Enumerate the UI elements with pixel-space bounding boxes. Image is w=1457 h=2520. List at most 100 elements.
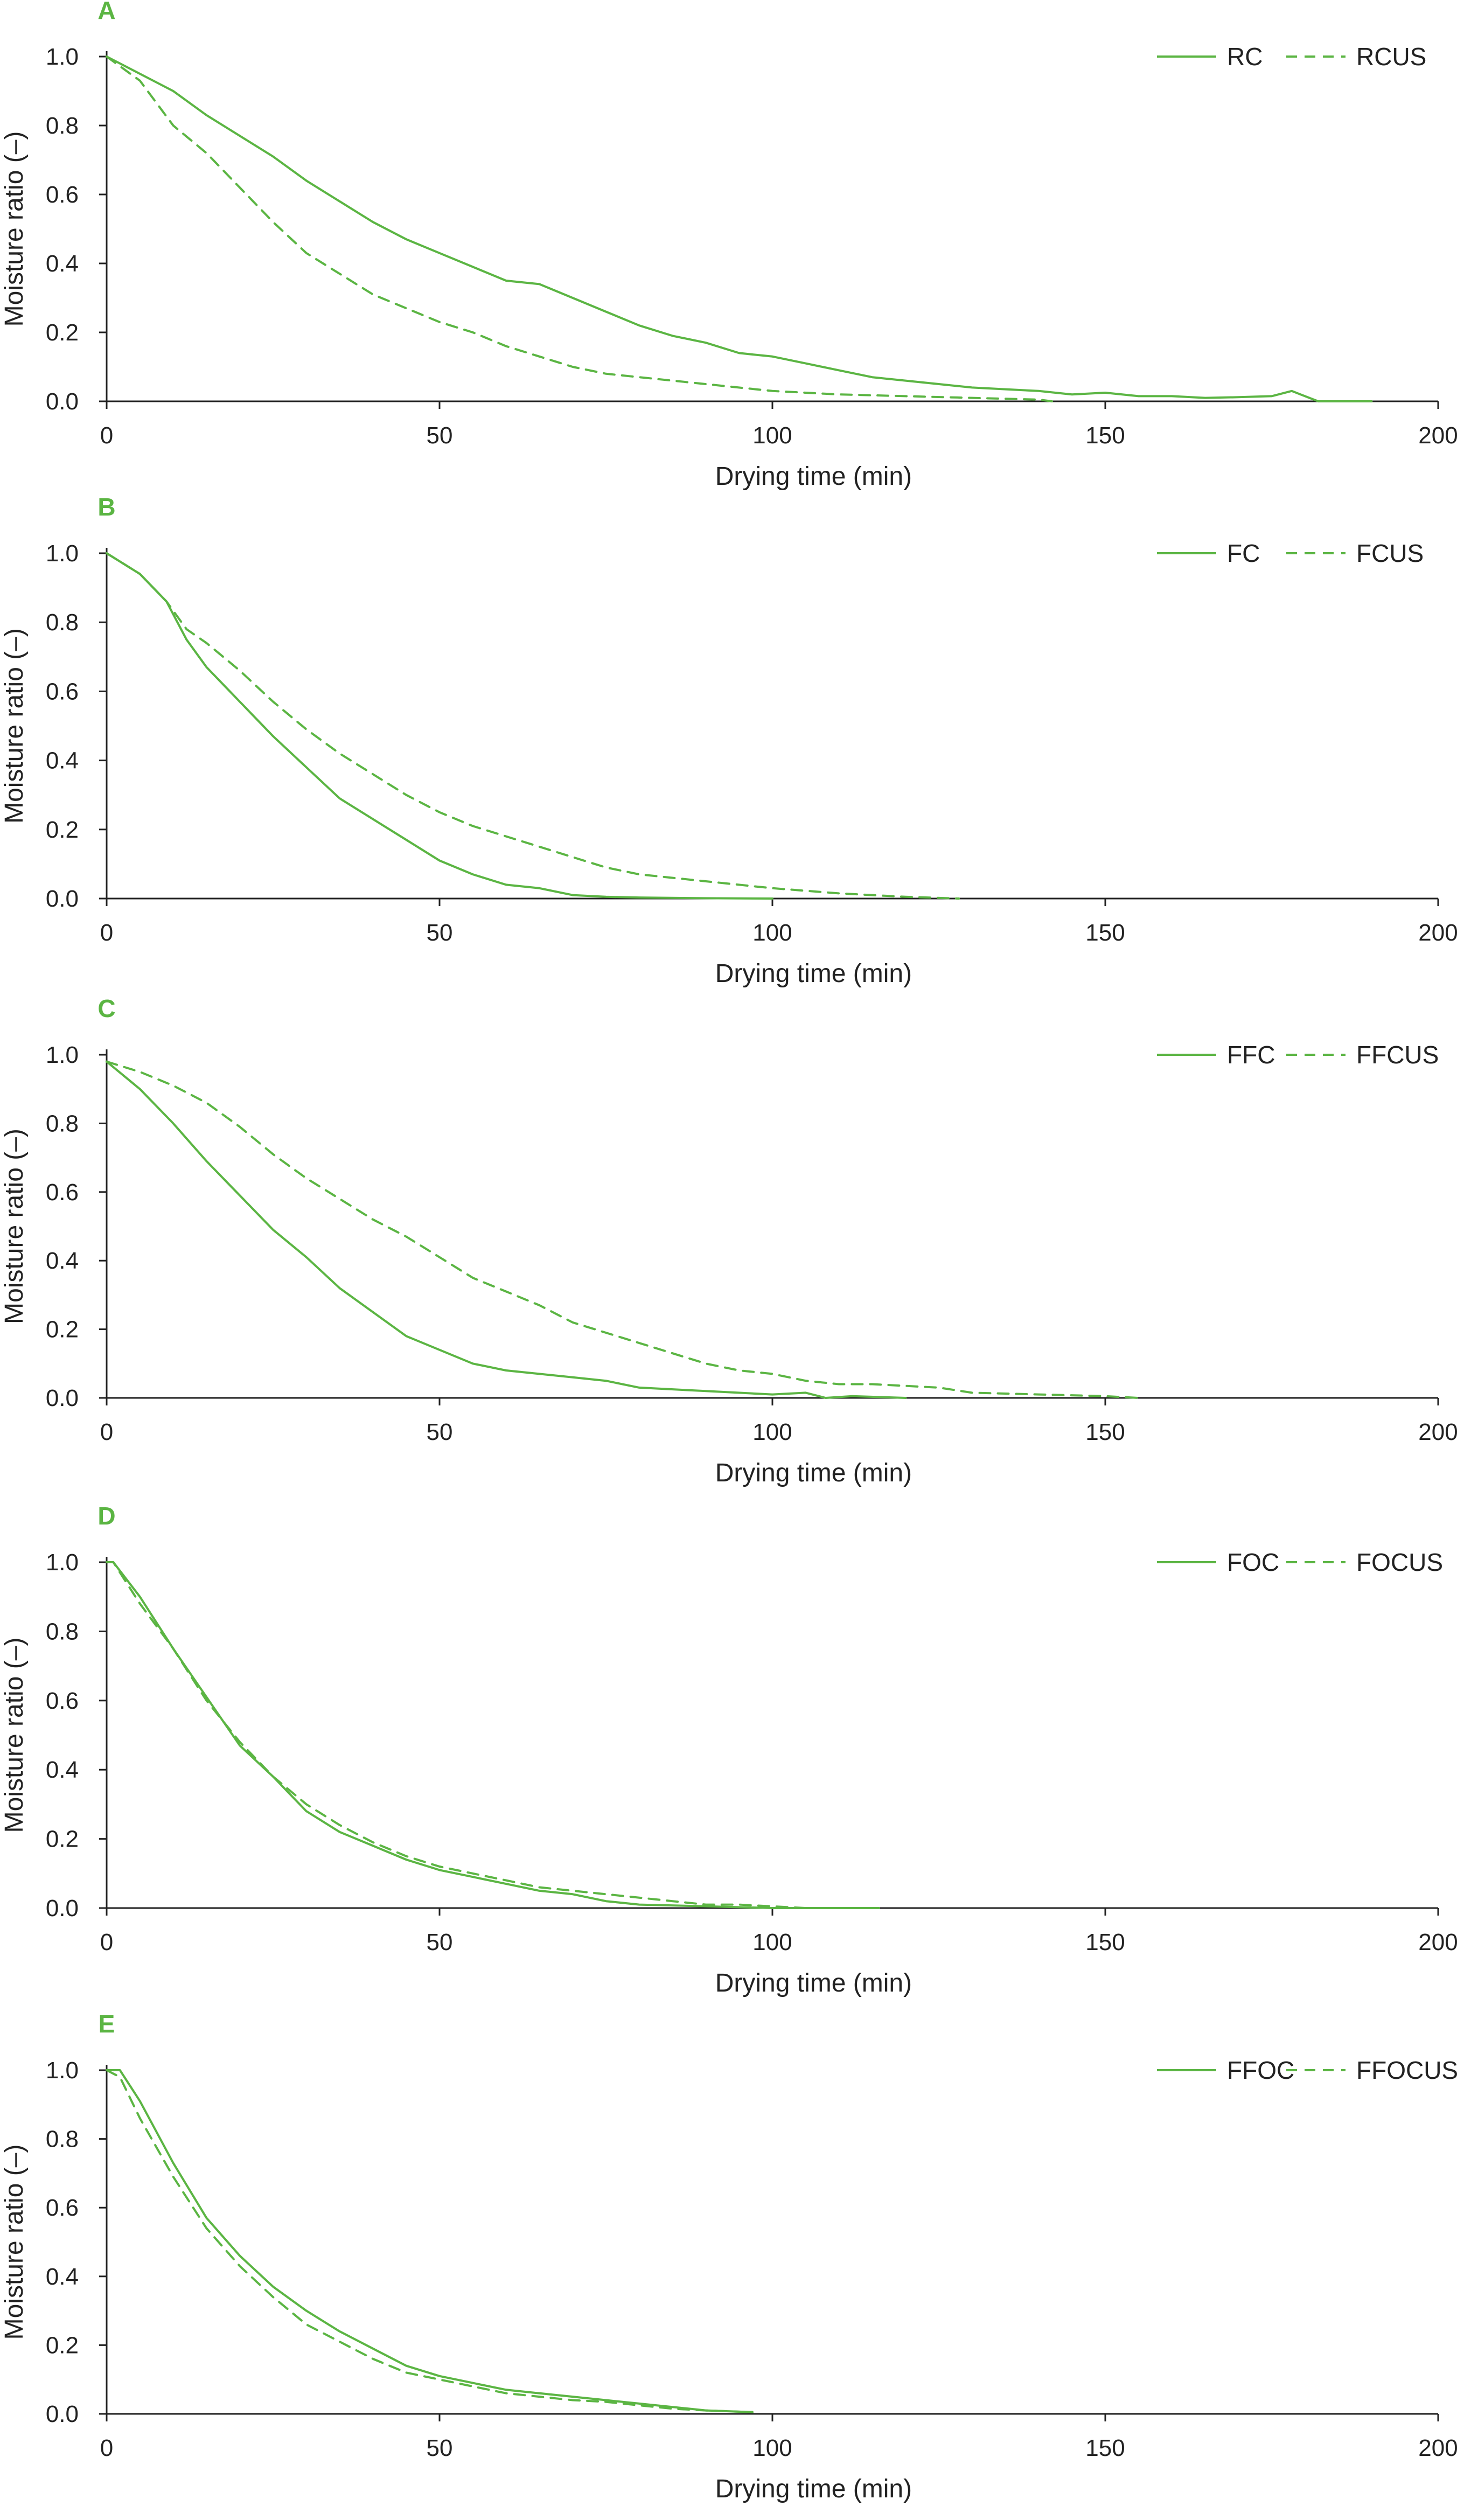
y-tick-label: 0.4: [46, 1757, 79, 1783]
panel-b: B 0 50 100 150 200 0.0 0.2 0.4 0.6 0.8 1.0 Drying ti…: [0, 493, 1457, 988]
x-tick-label: 0: [100, 2435, 113, 2461]
y-tick-label: 0.2: [46, 817, 79, 843]
y-tick-label: 0.2: [46, 1826, 79, 1853]
panel-e: E 0 50 100 150 200 0.0 0.2 0.4 0.6 0.8 1.0 Drying ti…: [0, 2010, 1457, 2503]
y-tick-label: 0.6: [46, 1179, 79, 1206]
y-tick-label: 1.0: [46, 1549, 79, 1576]
x-tick-label: 150: [1085, 422, 1125, 449]
x-tick-label: 50: [427, 1419, 453, 1445]
y-tick-label: 0.4: [46, 2264, 79, 2290]
legend-label: FC: [1227, 539, 1260, 567]
legend: RC RCUS: [1157, 43, 1426, 71]
x-axis-label: Drying time (min): [715, 2475, 912, 2503]
x-tick-label: 200: [1418, 1419, 1457, 1445]
x-tick-label: 50: [427, 1929, 453, 1955]
y-tick-label: 0.0: [46, 2401, 79, 2427]
legend: FOC FOCUS: [1157, 1548, 1443, 1576]
panel-letter: D: [97, 1502, 115, 1530]
y-tick-label: 0.0: [46, 886, 79, 912]
x-axis-label: Drying time (min): [715, 1459, 912, 1487]
panel-d: D 0 50 100 150 200 0.0 0.2 0.4 0.6 0.8 1.0 Drying ti…: [0, 1502, 1457, 1997]
y-tick-label: 1.0: [46, 1042, 79, 1068]
x-tick-label: 150: [1085, 2435, 1125, 2461]
y-axis-label: Moisture ratio (–): [0, 131, 29, 327]
x-tick-label: 50: [427, 2435, 453, 2461]
legend-label: RC: [1227, 43, 1263, 71]
x-axis-label: Drying time (min): [715, 462, 912, 491]
y-tick-label: 0.2: [46, 2332, 79, 2358]
panel-letter: E: [99, 2010, 115, 2038]
y-tick-label: 1.0: [46, 540, 79, 567]
panel-letter: C: [97, 994, 115, 1022]
y-tick-label: 0.8: [46, 1618, 79, 1645]
y-tick-label: 0.4: [46, 1248, 79, 1274]
legend: FFOC FFOCUS: [1157, 2056, 1457, 2084]
series-line-focus: [106, 1561, 807, 1909]
panel-c: C 0 50 100 150 200 0.0 0.2 0.4 0.6 0.8 1.0 Drying ti…: [0, 994, 1457, 1487]
y-tick-label: 0.0: [46, 1895, 79, 1922]
y-tick-label: 1.0: [46, 44, 79, 70]
y-tick-label: 0.6: [46, 182, 79, 208]
y-tick-label: 0.6: [46, 2195, 79, 2221]
y-tick-label: 0.8: [46, 609, 79, 636]
x-tick-label: 150: [1085, 1419, 1125, 1445]
x-tick-label: 0: [100, 422, 113, 449]
panel-letter: A: [97, 0, 115, 24]
y-tick-label: 0.8: [46, 2126, 79, 2153]
legend-label: FFCUS: [1356, 1041, 1439, 1069]
y-axis-label: Moisture ratio (–): [0, 2145, 29, 2340]
y-tick-label: 1.0: [46, 2057, 79, 2084]
series-line-rc: [106, 55, 1373, 402]
x-tick-label: 50: [427, 422, 453, 449]
x-tick-label: 0: [100, 920, 113, 946]
series-line-ffcus: [106, 1060, 1140, 1399]
x-tick-label: 0: [100, 1929, 113, 1955]
y-axis-label: Moisture ratio (–): [0, 628, 29, 824]
series-line-rcus: [106, 55, 1054, 402]
y-axis-label: Moisture ratio (–): [0, 1129, 29, 1324]
panel-letter: B: [97, 493, 115, 521]
y-tick-label: 0.2: [46, 319, 79, 346]
x-tick-label: 100: [752, 1419, 792, 1445]
x-tick-label: 200: [1418, 2435, 1457, 2461]
legend-label: FOCUS: [1356, 1548, 1443, 1576]
x-tick-label: 150: [1085, 920, 1125, 946]
x-tick-label: 0: [100, 1419, 113, 1445]
y-tick-label: 0.0: [46, 388, 79, 415]
y-tick-label: 0.8: [46, 1110, 79, 1137]
series-line-ffoc: [106, 2069, 754, 2413]
series-line-foc: [106, 1561, 880, 1909]
legend-label: RCUS: [1356, 43, 1426, 71]
legend-label: FFOCUS: [1356, 2056, 1457, 2084]
legend-label: FOC: [1227, 1548, 1279, 1576]
panel-a: A 0 50 100 150 200 0.0 0.2 0.4 0.6 0.8 1.0 Drying ti…: [0, 0, 1457, 491]
y-tick-label: 0.6: [46, 1688, 79, 1714]
x-tick-label: 100: [752, 422, 792, 449]
series-line-fcus: [106, 552, 960, 900]
legend-label: FCUS: [1356, 539, 1424, 567]
x-tick-label: 100: [752, 2435, 792, 2461]
x-axis-label: Drying time (min): [715, 959, 912, 988]
x-tick-label: 100: [752, 920, 792, 946]
x-tick-label: 200: [1418, 422, 1457, 449]
x-tick-label: 150: [1085, 1929, 1125, 1955]
series-line-fc: [106, 552, 773, 900]
series-line-ffc: [106, 1060, 907, 1399]
y-tick-label: 0.2: [46, 1317, 79, 1343]
y-tick-label: 0.6: [46, 678, 79, 705]
legend-label: FFOC: [1227, 2056, 1294, 2084]
y-tick-label: 0.4: [46, 748, 79, 774]
legend-label: FFC: [1227, 1041, 1275, 1069]
x-tick-label: 100: [752, 1929, 792, 1955]
legend: FFC FFCUS: [1157, 1041, 1439, 1069]
x-tick-label: 200: [1418, 920, 1457, 946]
x-tick-label: 200: [1418, 1929, 1457, 1955]
legend: FC FCUS: [1157, 539, 1424, 567]
x-axis-label: Drying time (min): [715, 1969, 912, 1997]
y-tick-label: 0.8: [46, 113, 79, 139]
x-tick-label: 50: [427, 920, 453, 946]
y-tick-label: 0.4: [46, 250, 79, 277]
y-tick-label: 0.0: [46, 1385, 79, 1411]
series-line-ffocus: [106, 2069, 754, 2413]
